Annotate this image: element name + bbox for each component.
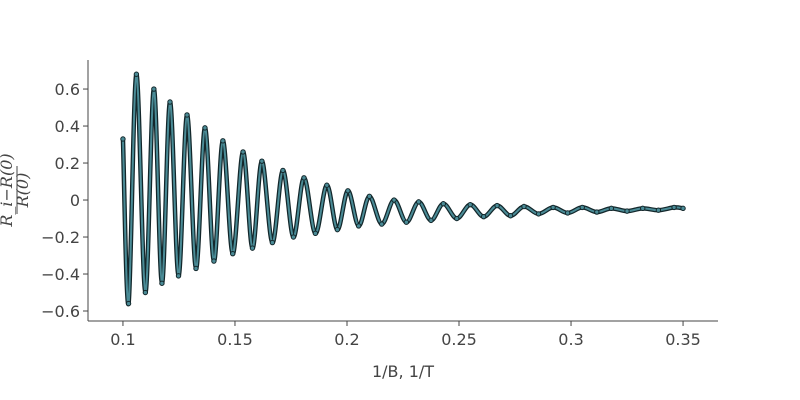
data-point bbox=[467, 201, 473, 208]
data-point bbox=[624, 208, 630, 214]
data-point bbox=[680, 205, 686, 212]
data-point bbox=[125, 300, 132, 307]
x-tick-label: 0.2 bbox=[334, 330, 359, 349]
x-tick-label: 0.35 bbox=[665, 330, 701, 349]
y-tick-label: −0.6 bbox=[41, 302, 80, 321]
data-point bbox=[379, 221, 385, 227]
y-tick-label: 0.2 bbox=[55, 154, 80, 173]
data-point bbox=[159, 280, 165, 286]
y-label-numerator: R_i−R(0) bbox=[0, 153, 16, 227]
data-point bbox=[594, 209, 600, 215]
data-point bbox=[193, 265, 199, 272]
data-point bbox=[579, 204, 585, 211]
x-tick-label: 0.25 bbox=[441, 330, 477, 349]
y-tick-label: 0 bbox=[70, 191, 80, 210]
data-point bbox=[564, 210, 571, 216]
data-point bbox=[608, 205, 615, 212]
data-point bbox=[259, 158, 265, 164]
y-tick-label: −0.2 bbox=[41, 228, 80, 247]
x-tick-label: 0.15 bbox=[217, 330, 253, 349]
data-point bbox=[345, 188, 351, 194]
data-point bbox=[480, 213, 487, 220]
data-point bbox=[403, 219, 410, 225]
y-tick-label: −0.4 bbox=[41, 265, 80, 284]
y-axis-label: R_i−R(0) R(0) bbox=[0, 153, 32, 227]
data-point bbox=[269, 239, 276, 246]
data-point bbox=[655, 207, 662, 213]
data-point bbox=[202, 125, 208, 131]
data-point bbox=[301, 175, 307, 181]
data-point bbox=[167, 99, 173, 105]
data-point bbox=[440, 201, 447, 207]
data-point bbox=[151, 86, 157, 92]
data-point bbox=[120, 136, 126, 142]
x-axis-label: 1/B, 1/T bbox=[372, 362, 434, 381]
data-point bbox=[415, 199, 422, 205]
data-point bbox=[640, 205, 646, 212]
data-point bbox=[334, 226, 341, 233]
data-trace bbox=[121, 73, 684, 305]
data-point bbox=[240, 149, 246, 155]
data-point bbox=[230, 250, 236, 257]
data-point bbox=[671, 204, 677, 211]
y-tick-label: 0.4 bbox=[55, 117, 80, 136]
data-point bbox=[184, 112, 190, 118]
data-point bbox=[249, 245, 256, 251]
data-point bbox=[454, 215, 460, 222]
data-point bbox=[280, 167, 286, 174]
data-point bbox=[366, 193, 373, 200]
x-tick-label: 0.1 bbox=[110, 330, 135, 349]
data-point bbox=[355, 223, 362, 229]
data-trace-outline bbox=[120, 71, 684, 306]
data-point bbox=[142, 289, 149, 296]
data-point bbox=[290, 234, 297, 240]
y-label-denominator: R(0) bbox=[13, 173, 32, 209]
data-point bbox=[535, 211, 542, 217]
data-point bbox=[312, 230, 319, 237]
data-point bbox=[324, 182, 330, 188]
data-point bbox=[494, 202, 500, 209]
y-tick-label: 0.6 bbox=[55, 80, 80, 99]
x-tick-label: 0.3 bbox=[558, 330, 583, 349]
data-point bbox=[220, 138, 226, 144]
data-point bbox=[428, 217, 434, 224]
data-point bbox=[391, 197, 397, 203]
data-point bbox=[521, 203, 527, 210]
data-point bbox=[211, 258, 217, 264]
data-point bbox=[550, 204, 556, 211]
data-point bbox=[507, 213, 514, 219]
data-point bbox=[133, 71, 140, 77]
data-point bbox=[175, 273, 182, 279]
